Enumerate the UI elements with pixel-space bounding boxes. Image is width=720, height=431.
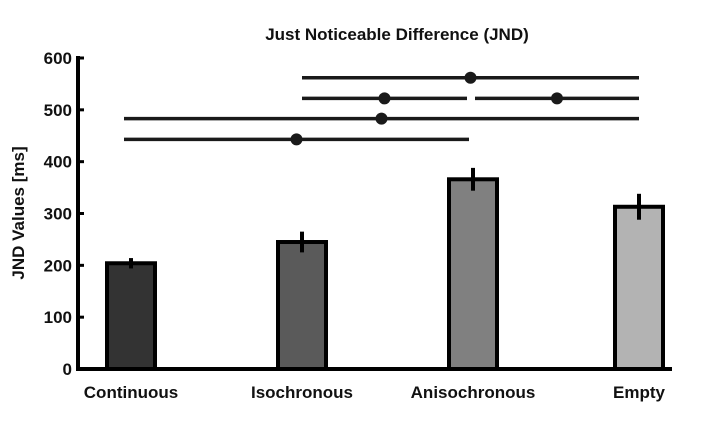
chart-title: Just Noticeable Difference (JND)	[265, 25, 529, 44]
y-tick-label: 400	[44, 153, 72, 172]
y-tick-label: 200	[44, 256, 72, 275]
y-tick-label: 0	[63, 360, 72, 379]
bar-continuous	[105, 261, 157, 372]
bar-empty	[613, 204, 665, 371]
x-tick-label: Continuous	[84, 383, 178, 402]
significance-marker	[290, 133, 303, 146]
significance-marker	[464, 71, 477, 84]
y-axis-label: JND Values [ms]	[9, 146, 28, 279]
x-tick-label: Empty	[613, 383, 666, 402]
bar-isochronous	[276, 240, 328, 371]
x-tick-label: Isochronous	[251, 383, 353, 402]
y-tick-label: 500	[44, 101, 72, 120]
x-tick-label: Anisochronous	[411, 383, 536, 402]
significance-marker	[375, 112, 388, 125]
y-tick-label: 100	[44, 308, 72, 327]
significance-marker	[551, 92, 563, 105]
significance-marker	[378, 92, 391, 105]
bar-anisochronous	[447, 177, 499, 371]
y-tick-label: 300	[44, 205, 72, 224]
y-tick-label: 600	[44, 49, 72, 68]
